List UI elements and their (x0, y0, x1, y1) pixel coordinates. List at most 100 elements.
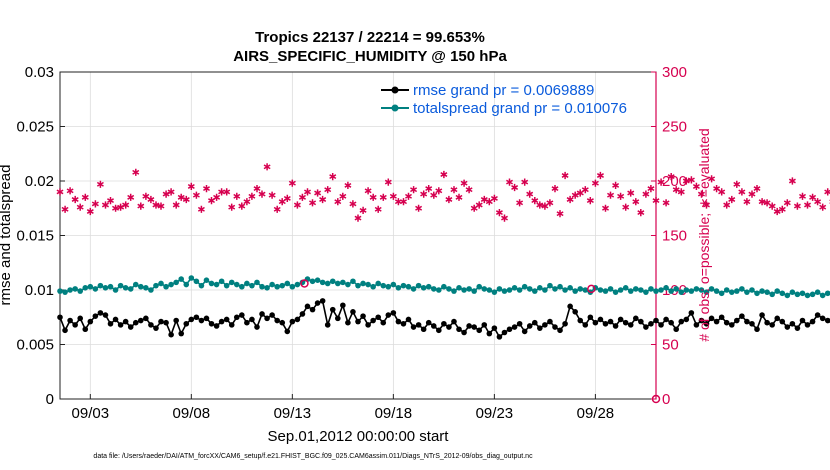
data-point (208, 280, 215, 287)
evaluated-obs-marker (819, 203, 827, 211)
evaluated-obs-marker (248, 192, 256, 200)
evaluated-obs-marker (687, 176, 695, 184)
data-point (446, 324, 452, 330)
evaluated-obs-marker (713, 185, 721, 193)
evaluated-obs-marker (703, 201, 710, 209)
data-point (739, 313, 745, 319)
data-point (400, 320, 407, 327)
evaluated-obs-marker (662, 199, 670, 207)
evaluated-obs-marker (192, 191, 200, 199)
data-point (340, 302, 346, 309)
data-point (824, 290, 830, 297)
data-point (334, 315, 341, 322)
data-point (138, 283, 144, 290)
y-right-tick-label: 250 (662, 119, 687, 136)
evaluated-obs-marker (541, 202, 549, 210)
evaluated-obs-marker (177, 193, 185, 201)
possible-obs-marker (300, 279, 309, 288)
evaluated-obs-marker (208, 197, 215, 205)
data-point (324, 322, 331, 328)
data-point (734, 317, 740, 324)
evaluated-obs-marker (147, 195, 155, 204)
data-point (138, 317, 144, 324)
evaluated-obs-marker (334, 198, 342, 206)
data-point (461, 329, 467, 336)
data-point (673, 286, 680, 292)
evaluated-obs-marker (455, 193, 463, 201)
data-point (819, 292, 826, 299)
data-point (390, 281, 397, 288)
evaluated-obs-marker (253, 185, 261, 193)
evaluated-obs-marker (425, 185, 433, 193)
data-point (233, 314, 240, 321)
evaluated-obs-marker (127, 193, 135, 201)
data-point (223, 316, 230, 323)
x-axis-label: Sep.01,2012 00:00:00 start (268, 428, 450, 445)
evaluated-obs-marker (591, 179, 599, 187)
data-point (794, 291, 801, 298)
data-point (728, 289, 735, 295)
data-point (557, 327, 563, 334)
data-point (668, 288, 674, 294)
legend-rmse-label: rmse grand pr = 0.0069889 (413, 82, 594, 99)
data-point (491, 325, 498, 331)
evaluated-obs-marker (617, 192, 625, 200)
data-point (678, 289, 685, 295)
evaluated-obs-marker (243, 198, 251, 206)
evaluated-obs-marker (637, 209, 645, 217)
evaluated-obs-marker (389, 192, 397, 200)
data-point (415, 282, 422, 289)
data-point (370, 317, 376, 324)
x-tick-label: 09/08 (173, 405, 211, 422)
data-point (688, 288, 695, 294)
data-point (708, 315, 715, 322)
x-tick-label: 09/18 (375, 405, 413, 422)
data-point (461, 287, 467, 293)
data-point (82, 285, 89, 291)
evaluated-obs-marker (66, 187, 74, 195)
evaluated-obs-marker (101, 201, 109, 209)
evaluated-obs-marker (339, 192, 347, 200)
data-point (117, 282, 124, 289)
evaluated-obs-marker (501, 214, 508, 222)
data-point (804, 292, 811, 299)
data-point (436, 327, 442, 334)
data-point (183, 281, 190, 288)
series-circle (57, 275, 830, 299)
evaluated-obs-marker (788, 177, 796, 185)
evaluated-obs-marker (329, 173, 337, 181)
evaluated-obs-marker (364, 187, 372, 195)
series-circle (57, 298, 830, 340)
data-point (526, 323, 533, 329)
evaluated-obs-marker (799, 192, 806, 200)
data-point (350, 278, 356, 285)
data-point (107, 320, 114, 327)
data-point (693, 286, 700, 292)
data-point (531, 288, 538, 294)
data-point (233, 281, 240, 288)
data-point (774, 315, 781, 322)
evaluated-obs-marker (187, 182, 195, 190)
data-point (148, 322, 154, 328)
data-point (501, 329, 508, 336)
data-point (420, 285, 427, 291)
data-point (218, 318, 225, 325)
evaluated-obs-marker (697, 190, 705, 198)
data-point (668, 319, 674, 326)
data-point (456, 285, 462, 291)
data-point (799, 290, 806, 297)
data-point (112, 316, 119, 323)
x-tick-label: 09/23 (476, 405, 514, 422)
data-point (784, 324, 791, 330)
data-point (557, 283, 563, 290)
data-point (294, 281, 301, 288)
data-point (663, 316, 669, 323)
data-point (405, 283, 412, 290)
data-point (365, 322, 371, 328)
data-point (602, 288, 609, 294)
data-point (476, 327, 483, 334)
evaluated-obs-marker (728, 195, 736, 204)
data-point (158, 318, 164, 325)
data-point (284, 280, 291, 287)
evaluated-obs-marker (763, 199, 771, 207)
